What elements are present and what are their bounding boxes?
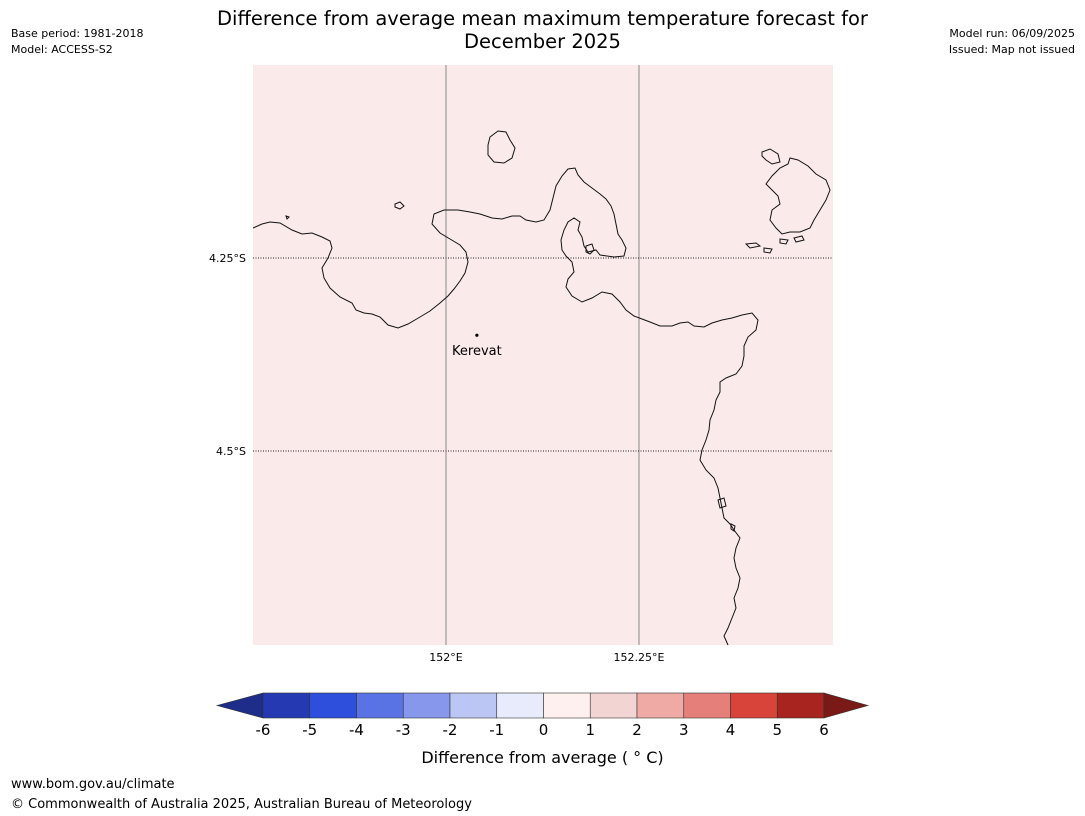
colorbar-extend-high bbox=[823, 692, 870, 719]
colorbar-tick-label: 3 bbox=[679, 721, 689, 739]
colorbar-segment bbox=[730, 692, 778, 719]
model-name: Model: ACCESS-S2 bbox=[11, 43, 113, 56]
colorbar-segment bbox=[776, 692, 825, 719]
colorbar-ticks: -6 -5 -4 -3 -2 -1 0 1 2 3 4 5 6 bbox=[256, 721, 829, 739]
colorbar-tick-label: -5 bbox=[302, 721, 317, 739]
colorbar-tick-label: 1 bbox=[585, 721, 595, 739]
colorbar-tick-label: -2 bbox=[443, 721, 458, 739]
colorbar-tick-label: -1 bbox=[489, 721, 504, 739]
colorbar-segment bbox=[543, 692, 591, 719]
coastline-west bbox=[252, 167, 759, 646]
coastline-islet-ne-1 bbox=[744, 242, 762, 249]
coastline-dot-west bbox=[285, 215, 290, 220]
coastline-islet-ne-3 bbox=[779, 238, 789, 245]
lat-tick-label: 4.25°S bbox=[209, 252, 246, 265]
place-label: Kerevat bbox=[452, 344, 502, 359]
colorbar-segment bbox=[589, 692, 638, 719]
coastline-islet-ne-4 bbox=[793, 235, 805, 243]
model-run: Model run: 06/09/2025 bbox=[949, 27, 1075, 40]
meta-right: Model run: 06/09/2025 Issued: Map not is… bbox=[949, 26, 1075, 58]
meta-left: Base period: 1981-2018 Model: ACCESS-S2 bbox=[11, 26, 143, 58]
coastline-islet-ne-2 bbox=[763, 247, 773, 254]
colorbar-segments bbox=[215, 692, 870, 719]
colorbar-segment bbox=[356, 692, 404, 719]
page-title: Difference from average mean maximum tem… bbox=[0, 7, 1085, 53]
colorbar-segment bbox=[402, 692, 451, 719]
coastline-islands-ne bbox=[761, 148, 831, 235]
colorbar-label: Difference from average ( ° C) bbox=[421, 748, 664, 767]
axis-ticks: 152°E 152.25°E 4.25°S 4.5°S bbox=[209, 252, 664, 664]
footer-copyright: © Commonwealth of Australia 2025, Austra… bbox=[11, 797, 472, 812]
footer-url: www.bom.gov.au/climate bbox=[11, 777, 175, 792]
base-period: Base period: 1981-2018 bbox=[11, 27, 144, 40]
colorbar-tick-label: -4 bbox=[349, 721, 364, 739]
colorbar-segment bbox=[449, 692, 498, 719]
colorbar-tick-label: 2 bbox=[632, 721, 642, 739]
footer: www.bom.gov.au/climate © Commonwealth of… bbox=[11, 775, 472, 815]
places: Kerevat bbox=[452, 333, 502, 359]
colorbar-tick-label: -3 bbox=[396, 721, 411, 739]
coastline bbox=[252, 130, 831, 646]
colorbar-segment bbox=[309, 692, 357, 719]
colorbar-tick-label: 5 bbox=[772, 721, 782, 739]
place-marker bbox=[475, 333, 479, 337]
lon-tick-label: 152.25°E bbox=[614, 651, 665, 664]
colorbar-segment bbox=[636, 692, 685, 719]
colorbar-segment bbox=[262, 692, 311, 719]
lon-tick-label: 152°E bbox=[429, 651, 462, 664]
gridlines bbox=[253, 65, 833, 645]
coastline-islet-bay bbox=[585, 243, 595, 255]
colorbar-tick-label: 4 bbox=[726, 721, 736, 739]
coastline-islet-west bbox=[394, 201, 405, 210]
colorbar-segment bbox=[683, 692, 731, 719]
map: Kerevat 152°E 152.25°E 4.25°S 4.5°S bbox=[209, 65, 833, 664]
coastline-island-north bbox=[487, 130, 516, 164]
colorbar-tick-label: 0 bbox=[539, 721, 549, 739]
coastline-islet-coast bbox=[717, 497, 727, 509]
title-line-1: Difference from average mean maximum tem… bbox=[217, 7, 868, 30]
coastline-islet-coast-2 bbox=[730, 523, 736, 532]
issued-status: Issued: Map not issued bbox=[948, 43, 1075, 56]
lat-tick-label: 4.5°S bbox=[216, 445, 246, 458]
title-line-2: December 2025 bbox=[464, 30, 621, 53]
colorbar-tick-label: 6 bbox=[819, 721, 829, 739]
colorbar-segment bbox=[496, 692, 544, 719]
colorbar-extend-low bbox=[215, 692, 264, 719]
colorbar-tick-label: -6 bbox=[256, 721, 271, 739]
